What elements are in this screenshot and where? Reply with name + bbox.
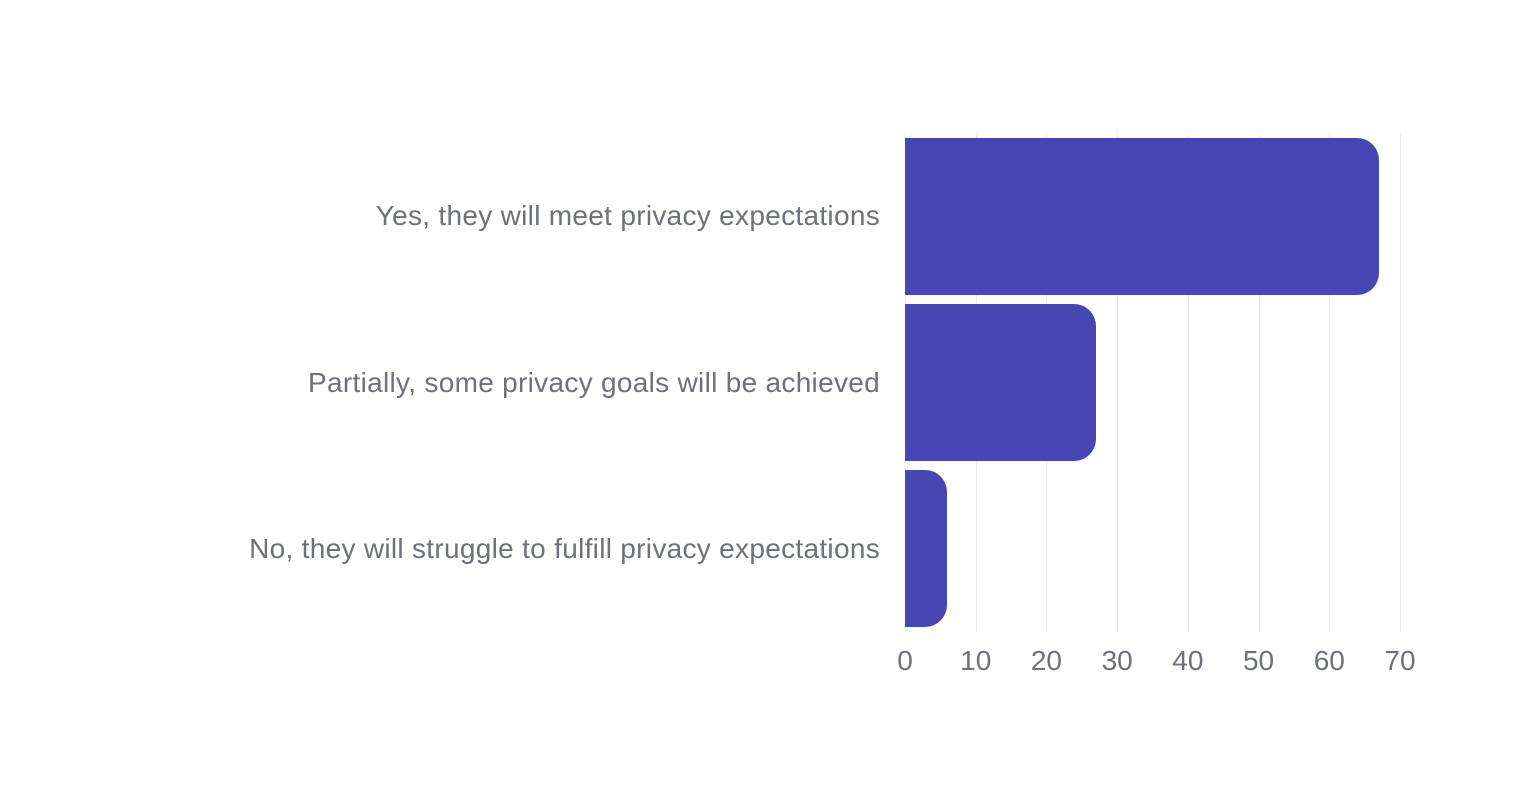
- gridline: [1117, 133, 1119, 632]
- category-label: Partially, some privacy goals will be ac…: [308, 366, 880, 398]
- gridline: [1258, 133, 1260, 632]
- gridline: [1400, 133, 1401, 632]
- bar: [905, 470, 948, 628]
- x-tick-label: 0: [897, 645, 913, 676]
- x-tick-label: 30: [1101, 645, 1133, 676]
- bar: [905, 304, 1096, 461]
- category-label: Yes, they will meet privacy expectations: [375, 200, 880, 232]
- x-tick-label: 20: [1030, 645, 1062, 676]
- bar: [905, 137, 1379, 295]
- category-label: No, they will struggle to fulfill privac…: [249, 532, 880, 564]
- x-tick-label: 10: [960, 645, 992, 676]
- x-tick-label: 40: [1172, 645, 1204, 676]
- x-tick-label: 50: [1242, 645, 1275, 676]
- x-tick-label: 70: [1384, 645, 1416, 676]
- x-tick-label: 60: [1313, 645, 1345, 676]
- gridline: [1329, 133, 1331, 632]
- gridline: [1187, 133, 1189, 632]
